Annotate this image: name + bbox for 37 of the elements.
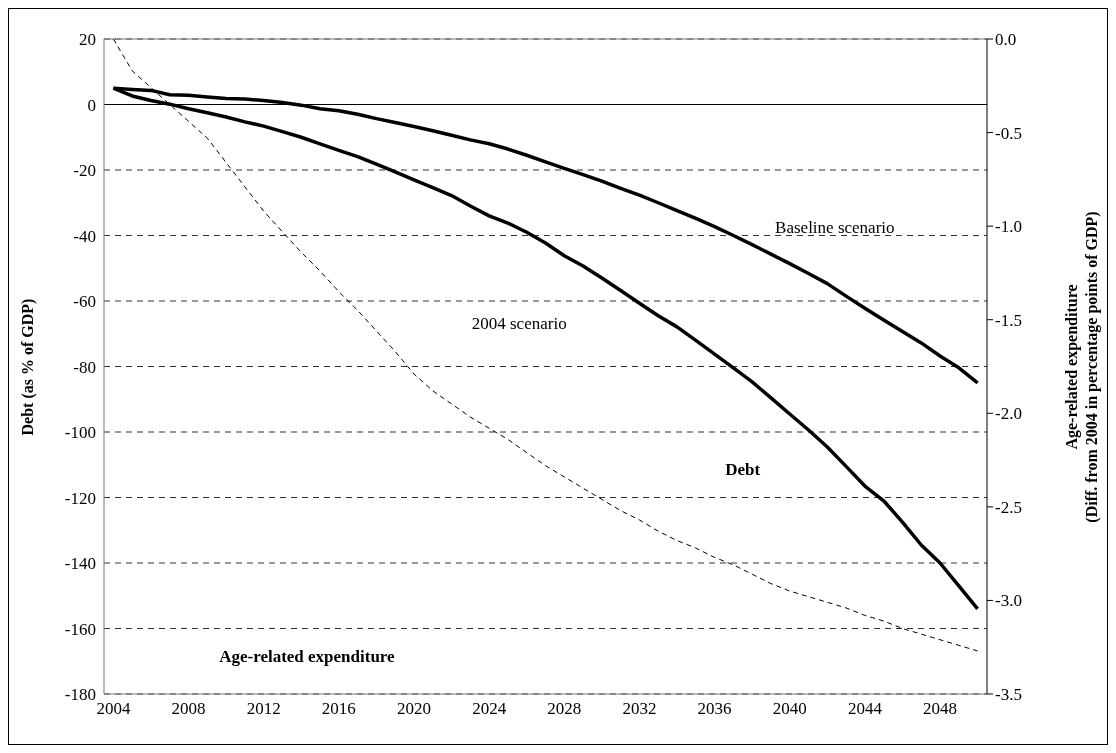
- x-tick-label: 2012: [246, 699, 281, 719]
- y-axis-title: Debt (as % of GDP): [17, 297, 38, 438]
- x-tick-label: 2024: [472, 699, 507, 719]
- x-tick-label: 2036: [697, 699, 732, 719]
- y-tick-label: 20: [79, 30, 96, 50]
- y-tick-label: -60: [73, 292, 96, 312]
- y2-tick-label: -2.5: [995, 497, 1022, 517]
- y2-tick-label: -1.0: [995, 217, 1022, 237]
- y2-tick-label: -3.0: [995, 591, 1022, 611]
- y-tick-label: 0: [87, 95, 96, 115]
- x-tick-label: 2028: [547, 699, 582, 719]
- y-tick-label: -180: [64, 685, 96, 705]
- annotation: Age-related expenditure: [219, 646, 396, 666]
- y2-tick-label: 0.0: [995, 30, 1017, 50]
- y2-tick-label: -0.5: [995, 123, 1022, 143]
- x-tick-label: 2040: [772, 699, 807, 719]
- x-tick-label: 2048: [923, 699, 958, 719]
- y2-tick-label: -2.0: [995, 404, 1022, 424]
- y-tick-label: -40: [73, 226, 96, 246]
- x-tick-label: 2008: [171, 699, 206, 719]
- y-tick-label: -100: [64, 423, 96, 443]
- y-tick-label: -140: [64, 554, 96, 574]
- y-tick-label: -120: [64, 488, 96, 508]
- y2-tick-label: -1.5: [995, 310, 1022, 330]
- text: 2004 scenario: [471, 314, 567, 334]
- x-tick-label: 2004: [96, 699, 131, 719]
- y-tick-label: -20: [73, 161, 96, 181]
- y-tick-label: -160: [64, 619, 96, 639]
- y2-tick-label: -3.5: [995, 685, 1022, 705]
- y2-axis-title: Age-related expenditure (Diff. from 2004 in percentage points of GDP): [1061, 209, 1101, 525]
- annotation: Debt: [725, 460, 761, 480]
- x-tick-label: 2016: [321, 699, 356, 719]
- x-tick-label: 2020: [396, 699, 431, 719]
- x-tick-label: 2032: [622, 699, 657, 719]
- series-label: Baseline scenario: [775, 217, 895, 237]
- x-tick-label: 2044: [847, 699, 883, 719]
- y-tick-label: -80: [73, 357, 96, 377]
